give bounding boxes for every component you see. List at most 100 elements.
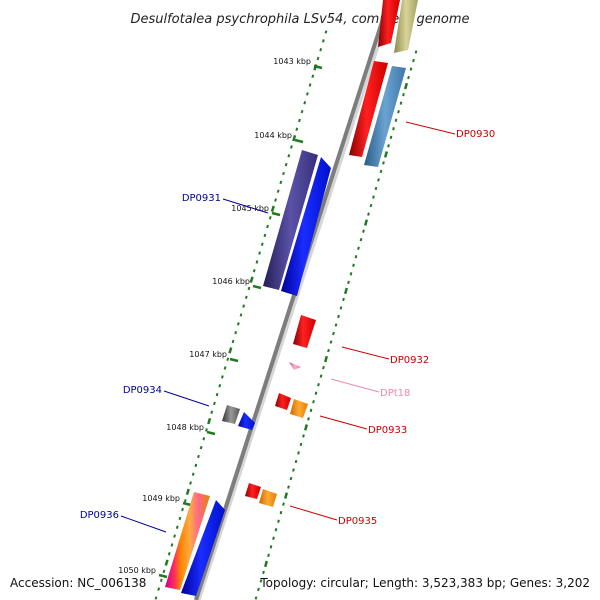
tick-mark [164,559,169,566]
tick-mark [267,553,270,558]
tick-mark [297,451,300,455]
tick-mark [409,67,413,71]
scale-tick [229,357,239,363]
tick-mark [274,198,277,202]
gene-label-dp0935[interactable]: DP0935 [338,516,377,527]
scale-label: 1043 kbp [273,57,311,66]
tick-mark [234,331,238,335]
scale-tick [158,573,168,579]
gene-label-dp0934[interactable]: DP0934 [123,385,162,396]
tick-mark [257,587,260,592]
gene-labels: DP0930 DP0931 DP0932 DPt18 DP0933 DP0934… [80,129,495,527]
tick-mark [389,135,393,140]
tick-mark [363,219,369,226]
tick-mark [274,528,278,532]
gene-dpt18-feature[interactable] [289,362,301,370]
scale-label: 1047 kbp [189,350,227,359]
tick-mark [414,50,418,54]
tick-mark [175,525,179,529]
tick-mark [263,233,267,238]
gene-dp0934a-feature[interactable] [222,405,240,424]
gene-dp0931-feature[interactable] [263,150,318,290]
topology-text: Topology: circular; Length: 3,523,383 bp… [260,576,590,590]
scale-label: 1048 kbp [166,423,204,432]
gene-label-dpt18[interactable]: DPt18 [380,388,410,399]
tick-mark [342,297,345,302]
tick-mark [397,110,400,114]
scale-tick [294,138,304,144]
gene-label-dp0936[interactable]: DP0936 [80,510,119,521]
tick-mark [226,357,230,361]
tick-mark [178,516,182,521]
tick-mark [311,74,315,78]
tick-mark [197,454,200,459]
scale-tick [271,211,281,217]
tick-mark [213,401,216,406]
tick-mark [221,375,224,379]
tick-mark [299,442,303,447]
tick-mark [215,392,219,397]
gene-dp0933a-feature[interactable] [275,393,291,410]
tick-mark [292,468,295,472]
tick-mark [263,560,269,568]
tick-mark [308,83,312,87]
tick-mark [374,186,378,191]
gene-dp0935a-feature[interactable] [245,483,261,499]
tick-mark [255,260,259,264]
tick-mark [170,543,174,547]
tick-mark [309,408,313,413]
gene-label-dp0931[interactable]: DP0931 [182,193,221,204]
tick-mark [402,92,405,97]
tick-mark [302,434,305,438]
gene-label-dp0933[interactable]: DP0933 [368,425,407,436]
tick-mark [284,162,288,167]
gene-dp0932-feature[interactable] [293,315,316,348]
tick-mark [399,101,403,105]
gene-dp0930-feature[interactable] [349,61,388,157]
tick-mark [244,295,248,299]
tick-mark [407,75,410,80]
tick-mark [319,374,323,378]
tick-mark [392,127,395,131]
tick-mark [324,30,328,34]
tick-mark [327,348,330,353]
tick-mark [329,340,333,344]
scale-tick [252,284,262,290]
gene-feature[interactable] [394,0,418,53]
tick-mark [316,56,320,61]
gene-dp0930b-feature[interactable] [364,66,406,167]
forward-strand-genes [245,0,418,507]
accession-text: Accession: NC_006138 [10,576,147,590]
tick-mark [303,101,307,105]
tick-mark [295,127,299,131]
tick-mark [412,58,415,63]
scale-label: 1046 kbp [212,277,250,286]
tick-mark [372,195,375,199]
tick-mark [205,428,208,432]
gene-dp0934b-feature[interactable] [238,412,255,430]
gene-dp0935b-feature[interactable] [259,489,277,507]
gene-label-dp0930[interactable]: DP0930 [456,129,495,140]
label-leaders [120,121,456,533]
gene-dp0933b-feature[interactable] [290,399,308,418]
tick-mark [249,276,254,283]
scale-label: 1049 kbp [142,494,180,503]
gene-dp0936b-feature[interactable] [181,500,225,596]
scale-tick [182,501,192,507]
gene-dp0931b-feature[interactable] [281,157,331,296]
gene-dp0936-feature[interactable] [165,492,210,590]
tick-mark [269,545,273,549]
tick-mark [162,569,166,574]
tick-mark [236,322,240,326]
tick-mark [394,118,398,122]
tick-mark [259,579,263,583]
leader-line [341,346,390,360]
tick-mark [294,459,298,464]
tick-mark [183,499,187,503]
tick-mark [268,216,272,220]
gene-label-dp0932[interactable]: DP0932 [390,355,429,366]
gene-feature[interactable] [378,0,400,47]
tick-mark [322,365,325,370]
leader-line [319,415,368,430]
tick-mark [282,502,285,506]
